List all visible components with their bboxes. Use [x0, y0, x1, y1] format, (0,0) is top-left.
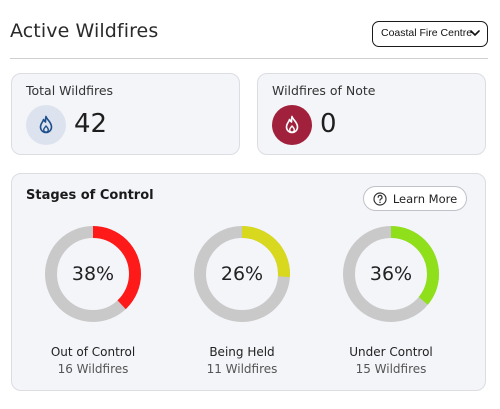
- total-wildfires-value: 42: [74, 109, 108, 139]
- stage-being-held: 26% Being Held 11 Wildfires: [167, 226, 317, 386]
- chevron-down-icon: [470, 30, 480, 36]
- learn-more-label: Learn More: [392, 191, 458, 206]
- page-header: Active Wildfires Coastal Fire Centre: [10, 18, 488, 50]
- learn-more-button[interactable]: Learn More: [363, 186, 467, 211]
- wildfires-of-note-label: Wildfires of Note: [272, 83, 376, 98]
- stage-percent: 38%: [71, 263, 115, 285]
- stages-of-control-title: Stages of Control: [26, 188, 154, 203]
- total-wildfires-label: Total Wildfires: [26, 83, 114, 98]
- stage-count: 15 Wildfires: [355, 362, 427, 376]
- stage-percent: 26%: [220, 263, 264, 285]
- stage-percent: 36%: [369, 263, 413, 285]
- stages-of-control-card: Stages of Control Learn More 38% Out of …: [11, 173, 486, 391]
- stage-count: 16 Wildfires: [57, 362, 129, 376]
- stage-out-of-control: 38% Out of Control 16 Wildfires: [18, 226, 168, 386]
- wildfires-of-note-value: 0: [320, 109, 337, 139]
- stage-under-control: 36% Under Control 15 Wildfires: [316, 226, 466, 386]
- stage-arc: [45, 226, 141, 322]
- dropdown-selected-value: Coastal Fire Centre: [381, 27, 473, 39]
- wildfires-of-note-badge: [272, 105, 312, 145]
- wildfires-of-note-card: Wildfires of Note 0: [257, 73, 486, 155]
- header-divider: [10, 58, 488, 59]
- stage-label: Under Control: [349, 345, 433, 359]
- stage-donut: [343, 226, 439, 322]
- stage-arc: [343, 226, 439, 322]
- stage-label: Out of Control: [50, 345, 136, 359]
- total-wildfires-badge: [26, 105, 66, 145]
- page-title: Active Wildfires: [10, 20, 159, 42]
- fire-centre-dropdown[interactable]: Coastal Fire Centre: [372, 21, 488, 47]
- stage-donut: [45, 226, 141, 322]
- flame-icon: [39, 115, 53, 134]
- stage-arc: [194, 226, 290, 322]
- stage-count: 11 Wildfires: [206, 362, 278, 376]
- stage-label: Being Held: [209, 345, 275, 359]
- help-circle-icon: [373, 191, 387, 206]
- total-wildfires-card: Total Wildfires 42: [11, 73, 240, 155]
- stage-donut: [194, 226, 290, 322]
- flame-icon: [285, 115, 299, 134]
